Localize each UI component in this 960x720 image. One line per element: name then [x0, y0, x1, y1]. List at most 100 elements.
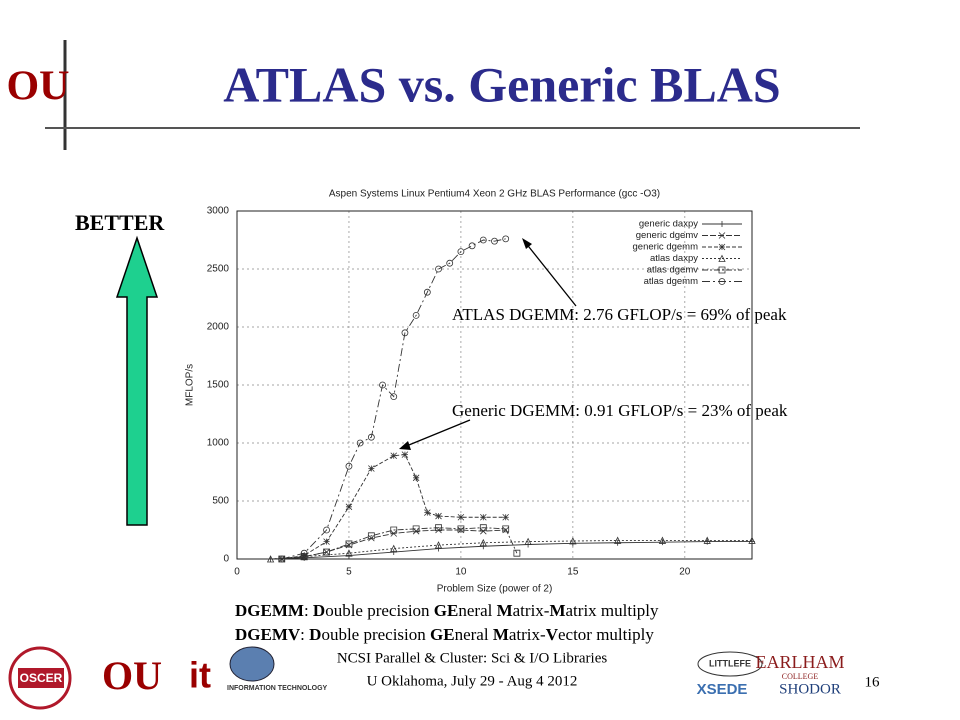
data-point: [412, 311, 420, 319]
annotation-arrow: [524, 241, 577, 307]
data-point: [435, 524, 442, 532]
legend-label: atlas dgemm: [644, 276, 698, 287]
definition-part: GE: [434, 601, 459, 620]
x-tick-label: 0: [234, 567, 240, 578]
x-tick-label: 10: [455, 567, 467, 578]
data-point: [614, 536, 622, 544]
better-label: BETTER: [75, 210, 165, 235]
definition-part: GE: [430, 625, 455, 644]
annotation-arrowhead: [399, 441, 411, 450]
x-axis-label: Problem Size (power of 2): [437, 584, 553, 595]
data-point: [468, 242, 476, 250]
data-point: [368, 534, 375, 542]
y-tick-label: 2500: [207, 264, 230, 275]
data-point: [479, 538, 487, 547]
annotation-arrow: [403, 419, 471, 448]
definition-part: atrix multiply: [566, 601, 660, 620]
data-point: [379, 381, 386, 389]
legend-marker: [718, 243, 726, 251]
data-point: [323, 548, 330, 556]
definition-part: neral: [458, 601, 496, 620]
data-point: [434, 541, 443, 549]
data-point: [479, 524, 487, 532]
chart-title: Aspen Systems Linux Pentium4 Xeon 2 GHz …: [329, 189, 660, 200]
logo-text: COLLEGE: [782, 672, 819, 681]
data-point: [569, 540, 576, 547]
data-point: [480, 527, 487, 535]
data-point: [480, 513, 487, 521]
legend-label: atlas daxpy: [650, 253, 698, 264]
data-point: [323, 526, 330, 534]
y-tick-label: 0: [223, 554, 229, 565]
series-line: [281, 454, 506, 560]
data-point: [345, 503, 353, 511]
data-point: [457, 513, 465, 521]
oscer-logo: [18, 668, 64, 688]
annotation: Generic DGEMM: 0.91 GFLOP/s = 23% of pea…: [452, 401, 788, 420]
definition-part: M: [497, 601, 513, 620]
legend-marker: [718, 254, 726, 262]
data-point: [748, 536, 756, 544]
data-point: [491, 237, 498, 245]
data-point: [457, 525, 465, 533]
better-arrow: [115, 235, 159, 526]
data-point: [424, 509, 431, 516]
definition-part: M: [549, 601, 565, 620]
data-point: [658, 536, 667, 544]
y-tick-label: 1500: [207, 380, 230, 391]
definition-part: :: [300, 625, 309, 644]
legend-label: atlas dgemv: [647, 265, 698, 276]
data-point: [614, 539, 621, 546]
data-point: [480, 543, 487, 550]
x-tick-label: 15: [567, 567, 579, 578]
data-point: [502, 513, 509, 521]
slide-title: ATLAS vs. Generic BLAS: [223, 56, 780, 112]
logo-text: SHODOR: [779, 681, 841, 697]
data-point: [278, 555, 286, 563]
definition-part: M: [493, 625, 509, 644]
definition-part: ouble precision: [321, 625, 430, 644]
data-point: [345, 462, 353, 470]
data-point: [300, 553, 308, 561]
data-point: [367, 433, 375, 441]
data-point: [502, 235, 510, 243]
definition-part: DGEMV: [235, 625, 301, 644]
data-point: [479, 236, 487, 244]
data-point: [703, 536, 711, 544]
footer-line: NCSI Parallel & Cluster: Sci & I/O Libra…: [337, 650, 608, 666]
data-point: [502, 525, 510, 533]
data-point: [401, 451, 409, 458]
definition-part: ouble precision: [325, 601, 434, 620]
data-point: [435, 512, 442, 520]
ccc-logo: [229, 646, 275, 682]
series-line: [270, 541, 752, 560]
logo-text: LITTLEFE: [709, 658, 751, 668]
data-point: [323, 538, 330, 545]
data-point: [356, 439, 364, 447]
data-point: [524, 537, 532, 545]
oscer-logo: [8, 646, 72, 710]
data-point: [390, 393, 398, 401]
data-point: [412, 474, 420, 482]
legend-label: generic dgemm: [633, 242, 699, 253]
y-axis-label: MFLOP/s: [185, 364, 196, 406]
definition-part: D: [313, 601, 325, 620]
y-tick-label: 500: [212, 496, 229, 507]
data-point: [513, 549, 521, 557]
legend-marker: [718, 232, 726, 239]
data-point: [390, 526, 398, 534]
data-point: [345, 549, 353, 557]
data-point: [367, 532, 375, 540]
ou-logo: OU: [7, 64, 70, 110]
data-point: [266, 555, 275, 563]
data-point: [300, 549, 308, 557]
definition-part: D: [309, 625, 321, 644]
data-point: [390, 452, 398, 460]
page-number: 16: [865, 674, 881, 690]
chart: Aspen Systems Linux Pentium4 Xeon 2 GHz …: [185, 189, 788, 595]
data-point: [345, 552, 352, 559]
series-line: [281, 527, 518, 560]
annotation-arrowhead: [522, 238, 532, 249]
data-point: [401, 329, 409, 337]
